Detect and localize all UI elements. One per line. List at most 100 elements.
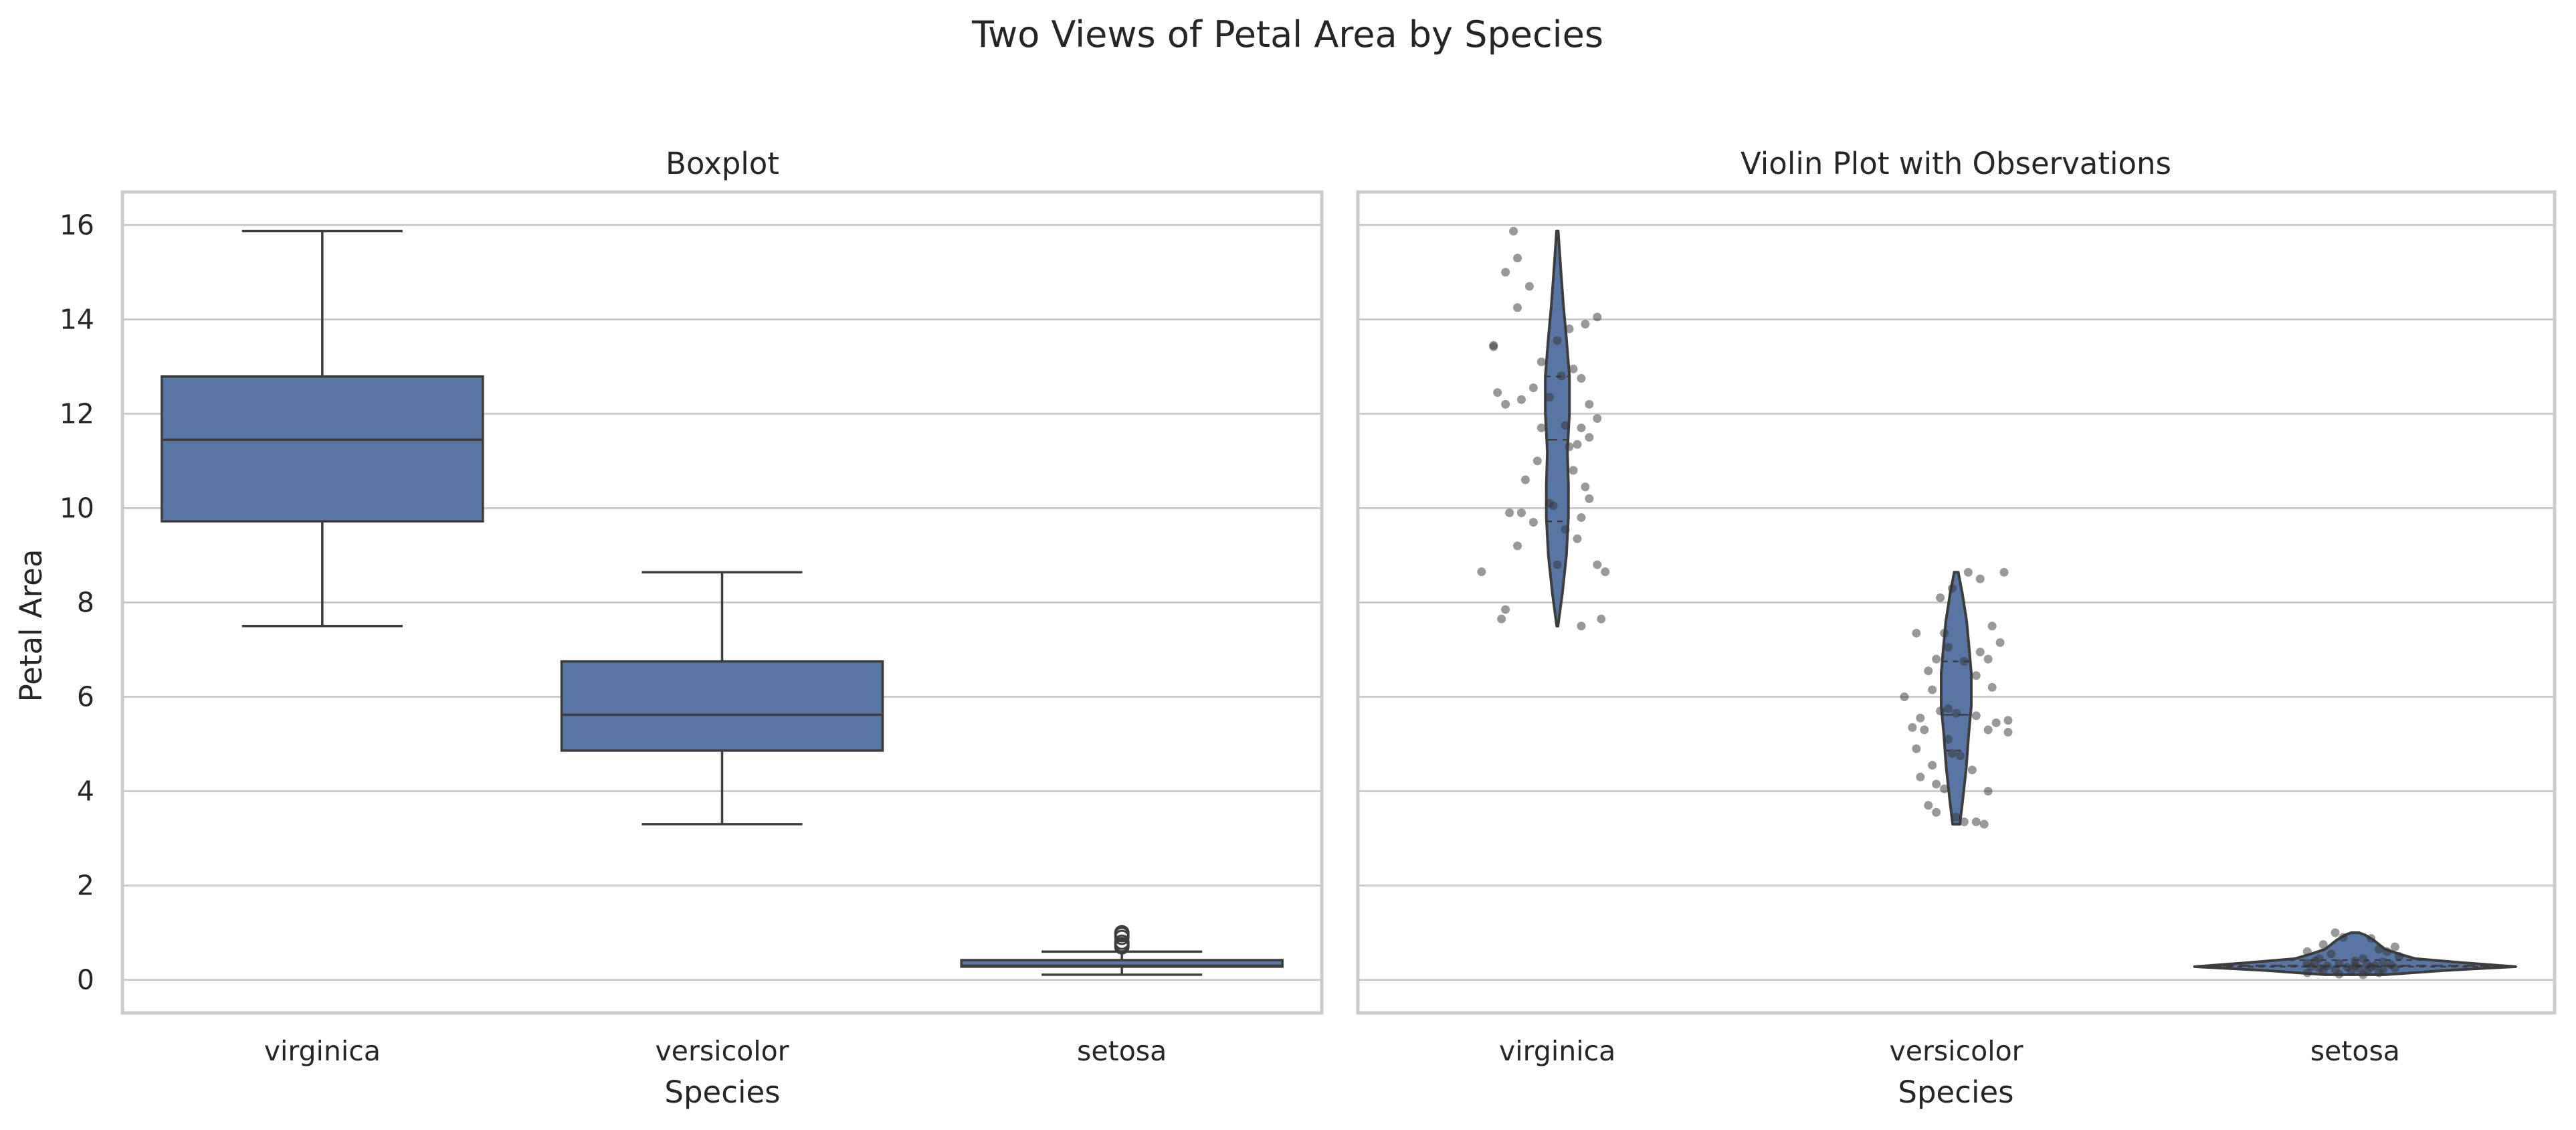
y-tick-label: 0 bbox=[77, 964, 94, 996]
outlier-setosa bbox=[1114, 925, 1130, 941]
x-tick-label-versicolor: versicolor bbox=[655, 1035, 789, 1067]
observation-versicolor bbox=[1983, 787, 1993, 796]
observation-virginica bbox=[1577, 622, 1586, 631]
boxplot-marks bbox=[161, 229, 1284, 976]
violin-title: Violin Plot with Observations bbox=[1741, 146, 2171, 181]
observation-virginica bbox=[1524, 282, 1534, 291]
observation-virginica bbox=[1565, 324, 1574, 333]
observation-versicolor bbox=[1952, 812, 1961, 822]
observation-setosa bbox=[2383, 947, 2392, 956]
observation-versicolor bbox=[1959, 817, 1969, 826]
observation-virginica bbox=[1577, 423, 1586, 433]
x-tick-label-virginica: virginica bbox=[1499, 1035, 1615, 1067]
box-virginica bbox=[161, 375, 484, 523]
observation-versicolor bbox=[1924, 666, 1933, 676]
observation-virginica bbox=[1513, 541, 1522, 551]
x-tick-label-virginica: virginica bbox=[264, 1035, 381, 1067]
observation-setosa bbox=[2326, 949, 2336, 959]
violin-observations bbox=[1477, 227, 2403, 979]
observation-setosa bbox=[2355, 964, 2364, 973]
observation-setosa bbox=[2375, 945, 2384, 954]
observation-virginica bbox=[1553, 560, 1562, 569]
observation-virginica bbox=[1489, 342, 1498, 351]
boxplot-frame bbox=[120, 190, 1324, 1015]
observation-versicolor bbox=[1916, 713, 1925, 723]
observation-virginica bbox=[1537, 357, 1546, 367]
observation-versicolor bbox=[1983, 654, 1993, 664]
y-tick-label: 16 bbox=[60, 209, 94, 241]
observation-virginica bbox=[1581, 482, 1590, 492]
y-tick-label: 8 bbox=[77, 587, 94, 619]
y-tick-label: 6 bbox=[77, 681, 94, 713]
observation-virginica bbox=[1597, 614, 1606, 624]
observation-virginica bbox=[1593, 413, 1602, 423]
observation-versicolor bbox=[1944, 704, 1953, 713]
observation-setosa bbox=[2335, 969, 2344, 979]
observation-versicolor bbox=[2003, 716, 2013, 725]
observation-virginica bbox=[1585, 494, 1594, 503]
x-tick-label-setosa: setosa bbox=[2310, 1035, 2400, 1067]
observation-setosa bbox=[2339, 933, 2348, 942]
observation-versicolor bbox=[1952, 709, 1961, 718]
observation-virginica bbox=[1601, 567, 1610, 577]
observation-versicolor bbox=[1948, 749, 1957, 758]
observation-virginica bbox=[1561, 525, 1570, 534]
observation-versicolor bbox=[1971, 817, 1981, 826]
observation-virginica bbox=[1528, 383, 1538, 393]
observation-virginica bbox=[1585, 399, 1594, 409]
observation-versicolor bbox=[1963, 567, 1973, 577]
x-tick-label-versicolor: versicolor bbox=[1889, 1035, 2023, 1067]
observation-virginica bbox=[1497, 614, 1506, 624]
observation-setosa bbox=[2359, 970, 2368, 979]
observation-versicolor bbox=[1900, 692, 1909, 702]
observation-versicolor bbox=[1932, 654, 1941, 664]
boxplot-y-ticks: 0 2 4 6 8 10 12 14 16 bbox=[60, 209, 94, 996]
observation-virginica bbox=[1509, 227, 1518, 236]
observation-virginica bbox=[1577, 374, 1586, 383]
observation-virginica bbox=[1549, 501, 1558, 510]
observation-setosa bbox=[2375, 968, 2384, 977]
observation-setosa bbox=[2394, 951, 2403, 961]
observation-versicolor bbox=[1940, 784, 1949, 793]
observation-versicolor bbox=[1944, 642, 1953, 652]
outlier-setosa bbox=[1114, 934, 1130, 950]
y-tick-label: 10 bbox=[60, 492, 94, 524]
observation-virginica bbox=[1477, 567, 1486, 577]
violin-panel: Violin Plot with Observations Species vi… bbox=[1356, 146, 2557, 1110]
observation-virginica bbox=[1532, 456, 1542, 466]
observation-setosa bbox=[2306, 962, 2316, 971]
observation-setosa bbox=[2390, 942, 2399, 951]
observation-versicolor bbox=[1932, 779, 1941, 789]
observation-virginica bbox=[1528, 518, 1538, 527]
observation-versicolor bbox=[1940, 628, 1949, 638]
y-tick-label: 12 bbox=[60, 397, 94, 430]
y-tick-label: 14 bbox=[60, 303, 94, 335]
observation-versicolor bbox=[1912, 628, 1921, 638]
observation-versicolor bbox=[1987, 682, 1997, 692]
boxplot-panel: Boxplot Species Petal Area 0 2 4 6 8 10 12 14 16… bbox=[13, 146, 1324, 1110]
observation-virginica bbox=[1573, 534, 1582, 543]
observation-virginica bbox=[1569, 364, 1578, 373]
observation-versicolor bbox=[1959, 657, 1969, 666]
observation-virginica bbox=[1585, 433, 1594, 442]
observation-setosa bbox=[2302, 968, 2312, 977]
boxplot-y-axis-label: Petal Area bbox=[13, 549, 49, 702]
observation-versicolor bbox=[1991, 718, 2001, 727]
observation-setosa bbox=[2302, 947, 2312, 956]
observation-virginica bbox=[1569, 466, 1578, 475]
observation-virginica bbox=[1537, 423, 1546, 433]
observation-setosa bbox=[2318, 966, 2328, 975]
observation-versicolor bbox=[1967, 765, 1977, 775]
observation-versicolor bbox=[1944, 735, 1953, 744]
observation-setosa bbox=[2390, 963, 2399, 973]
violin-frame bbox=[1356, 190, 2557, 1015]
box-versicolor bbox=[560, 660, 884, 752]
observation-versicolor bbox=[1995, 638, 2005, 647]
observation-versicolor bbox=[1971, 671, 1981, 680]
observation-virginica bbox=[1577, 513, 1586, 523]
observation-versicolor bbox=[1971, 711, 1981, 721]
x-tick-label-setosa: setosa bbox=[1077, 1035, 1167, 1067]
observation-virginica bbox=[1545, 393, 1554, 402]
